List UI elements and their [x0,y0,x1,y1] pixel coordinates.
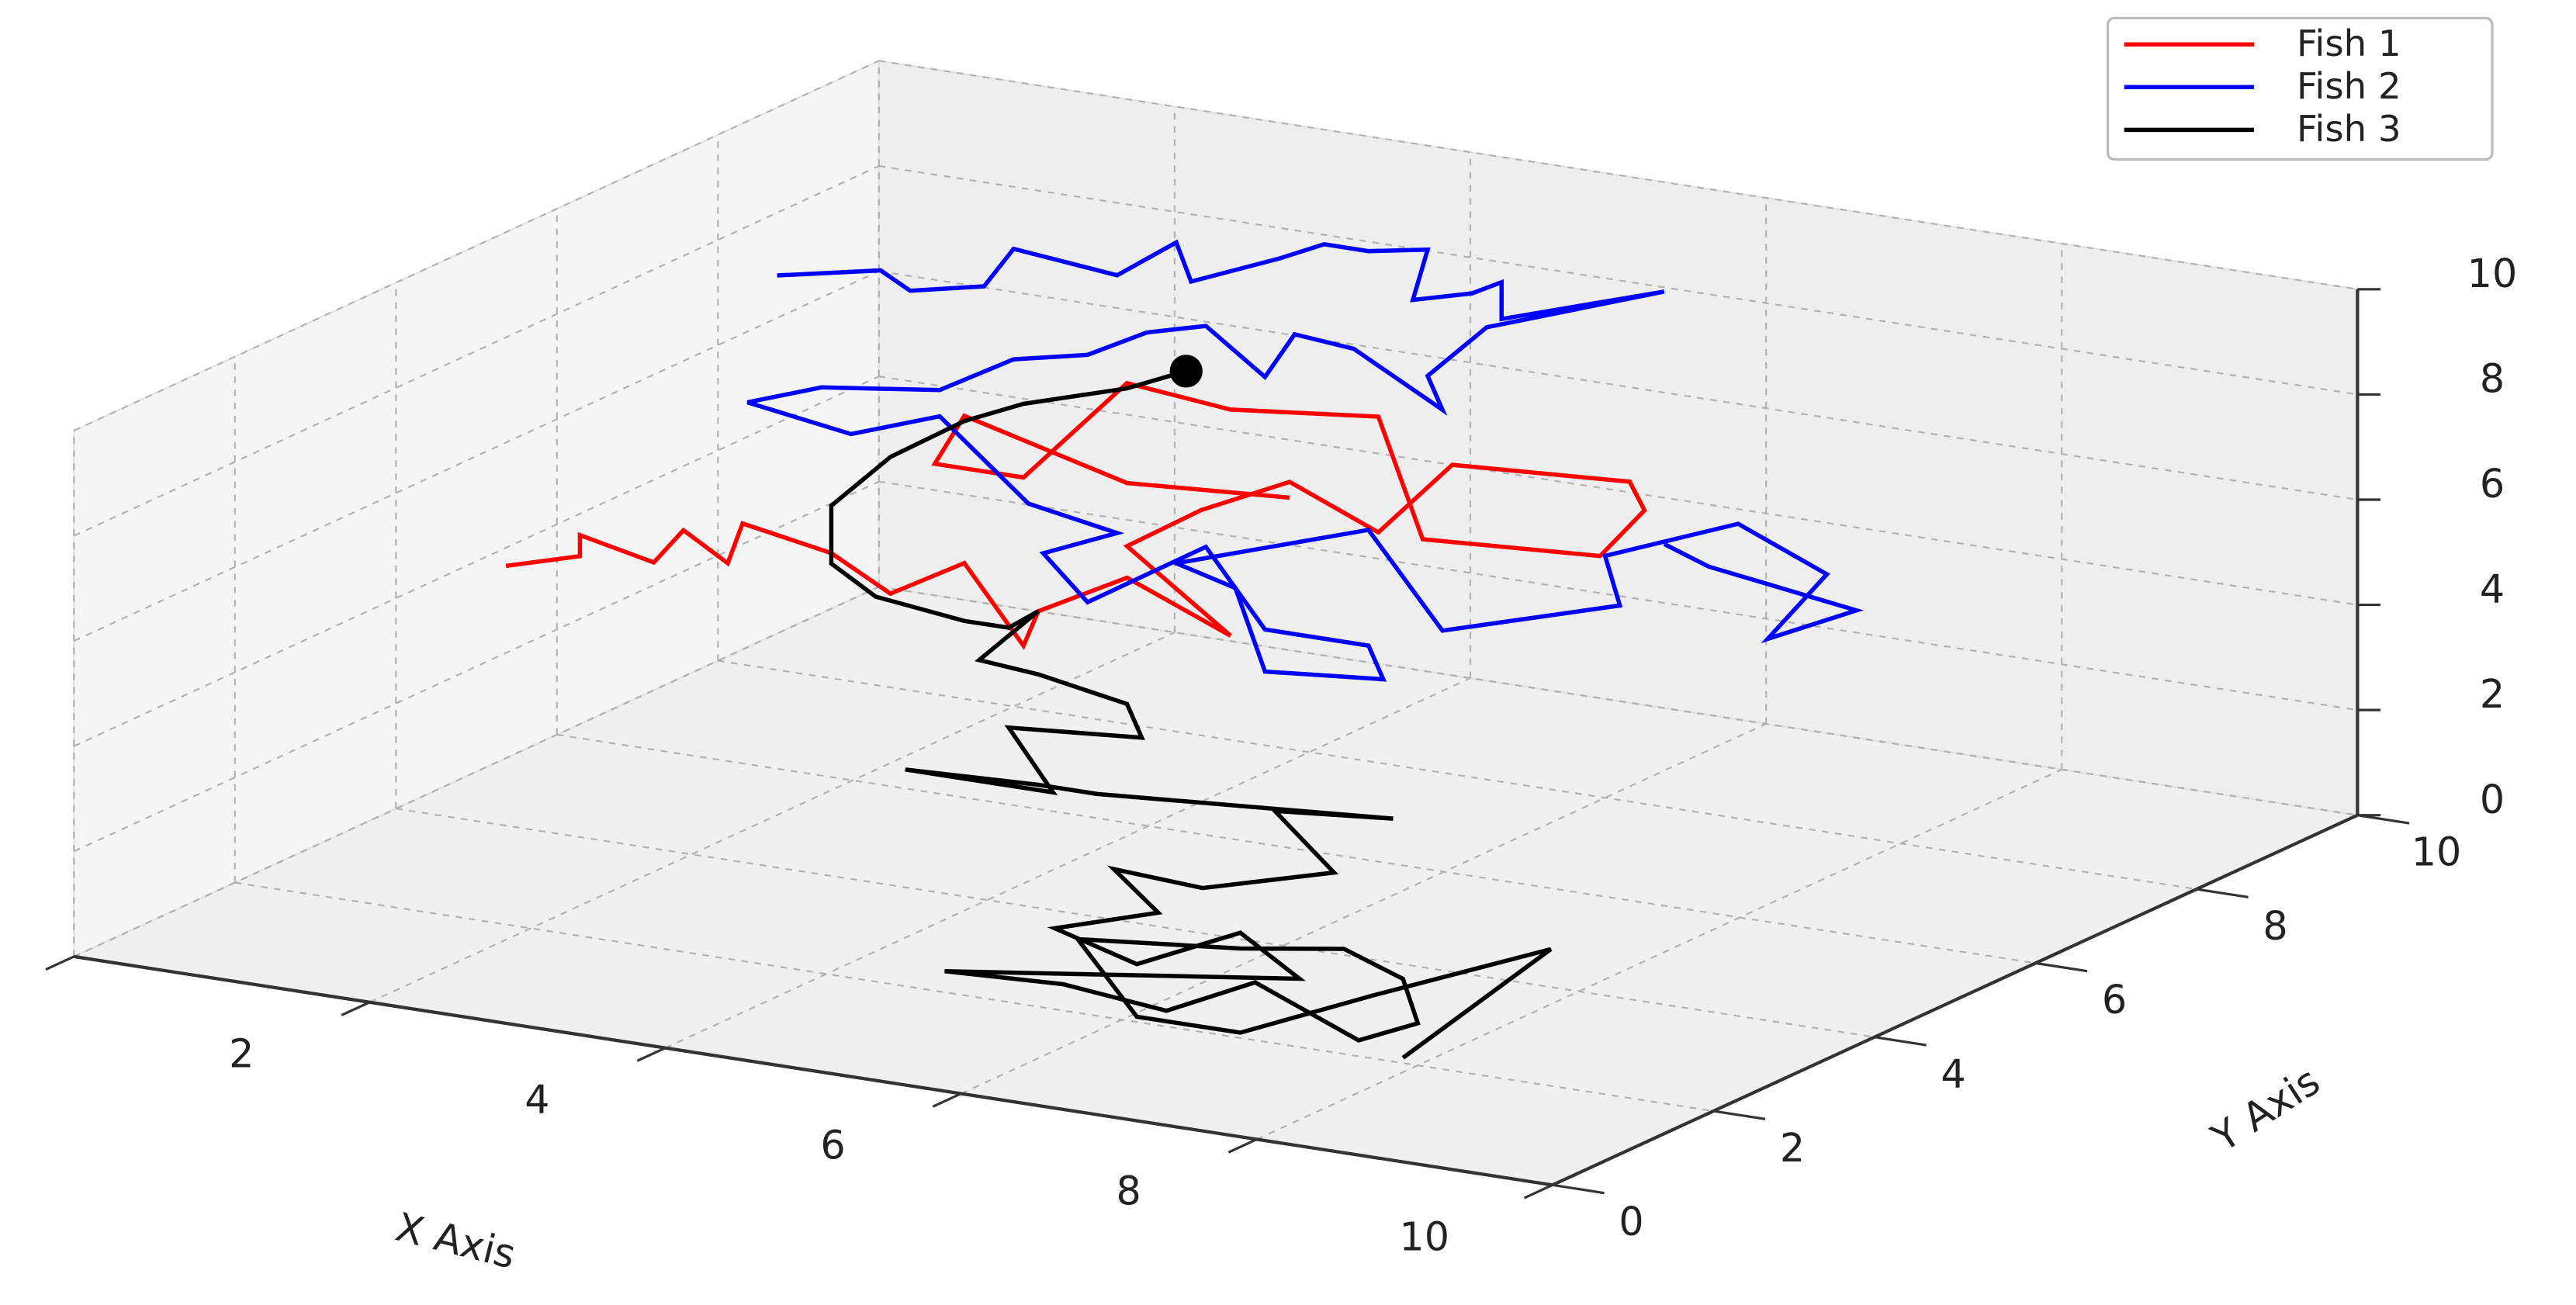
grid-line [73,376,880,747]
legend-label: Fish 1 [2297,22,2401,64]
grid-line [73,270,880,642]
y-tick-label: 8 [2263,903,2287,949]
legend-box [2106,16,2494,161]
grid-line [961,722,1767,1095]
legend-label: Fish 2 [2297,65,2401,107]
trajectory [829,369,1553,1060]
z-tick-label: 10 [2467,251,2518,296]
x-tick [636,1047,667,1062]
start-marker [1169,355,1203,388]
y-tick [1874,1036,1927,1047]
legend-label: Fish 3 [2297,108,2401,150]
lines [505,239,1864,1060]
y-tick [1552,1183,1605,1195]
x-tick [932,1092,962,1108]
y-tick-label: 2 [1780,1125,1805,1171]
x-tick [1523,1183,1553,1199]
x-tick-label: 6 [820,1122,845,1168]
x-tick [341,1001,371,1016]
y-axis-line [1552,813,2359,1187]
grid-line [73,586,880,957]
x-tick-label: 8 [1116,1168,1141,1213]
trajectory [505,380,1647,650]
y-tick-label: 0 [1619,1199,1643,1244]
z-tick-label: 4 [2480,566,2505,612]
x-axis-line [73,954,1553,1187]
y-tick [1713,1109,1766,1120]
grid-line [73,480,880,853]
y-tick [2035,961,2088,973]
x-tick-label: 4 [525,1077,549,1123]
z-tick-label: 0 [2480,777,2505,822]
y-tick [2196,888,2249,898]
y-tick-label: 4 [1941,1051,1965,1097]
y-tick [2357,814,2410,825]
x-tick-label: 10 [1399,1213,1449,1259]
z-tick-label: 8 [2480,355,2505,401]
y-tick-label: 6 [2102,977,2127,1023]
y-tick-label: 10 [2412,829,2462,875]
grid-line [73,164,880,537]
trajectory [746,239,1864,682]
x-tick [45,955,74,971]
x-tick [1227,1138,1258,1154]
z-tick-label: 2 [2480,671,2505,717]
grid-line [369,632,1175,1003]
grid-line [73,60,880,431]
x-tick-label: 2 [229,1031,254,1077]
grid-line [1256,768,2062,1141]
z-tick-label: 6 [2480,461,2505,507]
grid-line [665,677,1471,1049]
